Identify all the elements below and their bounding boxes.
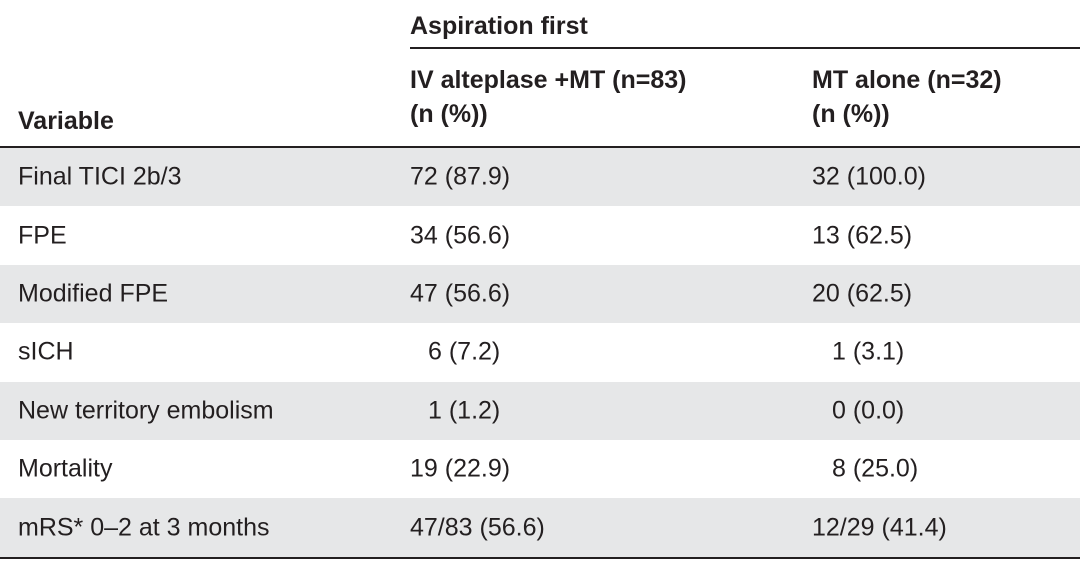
column-header-mt-line2: (n (%)) [812,100,890,128]
group-header-aspiration-first: Aspiration first [410,12,588,40]
column-header-iv-line1: IV alteplase +MT (n=83) [410,66,687,94]
column-header-iv-line2: (n (%)) [410,100,488,128]
column-header-variable-label: Variable [18,107,114,135]
bottom-rule [0,557,1080,559]
cell-iv-alteplase-mt: 47 (56.6) [410,279,511,308]
cell-mt-alone: 32 (100.0) [812,162,926,191]
cell-iv-alteplase-mt: 34 (56.6) [410,221,511,250]
cell-variable: FPE [18,221,67,250]
cell-mt-alone: 0 (0.0) [832,396,905,425]
table-row: Mortality 19 (22.9) 8 (25.0) [0,440,1080,498]
table-row: mRS* 0–2 at 3 months 47/83 (56.6) 12/29 … [0,498,1080,557]
cell-mt-alone: 13 (62.5) [812,221,913,250]
cell-variable: Modified FPE [18,279,169,308]
column-header-iv-alteplase-mt: IV alteplase +MT (n=83) (n (%)) [410,63,687,131]
cell-variable: sICH [18,337,74,366]
column-header-mt-alone: MT alone (n=32) (n (%)) [812,63,1002,131]
column-header-mt-line1: MT alone (n=32) [812,66,1002,94]
column-header-variable: Variable [18,104,114,138]
table-row: Final TICI 2b/3 72 (87.9) 32 (100.0) [0,148,1080,207]
cell-mt-alone: 8 (25.0) [832,454,919,483]
table-row: Modified FPE 47 (56.6) 20 (62.5) [0,264,1080,324]
cell-variable: Mortality [18,454,113,483]
cell-iv-alteplase-mt: 1 (1.2) [428,396,501,425]
cell-iv-alteplase-mt: 47/83 (56.6) [410,513,545,542]
cell-variable: New territory embolism [18,396,274,425]
cell-iv-alteplase-mt: 19 (22.9) [410,454,511,483]
table-body: Final TICI 2b/3 72 (87.9) 32 (100.0) FPE… [0,148,1080,557]
cell-mt-alone: 20 (62.5) [812,279,913,308]
header-rule [0,146,1080,148]
cell-variable: Final TICI 2b/3 [18,162,182,191]
cell-mt-alone: 1 (3.1) [832,337,905,366]
cell-variable: mRS* 0–2 at 3 months [18,513,270,542]
cell-mt-alone: 12/29 (41.4) [812,513,947,542]
table-row: sICH 6 (7.2) 1 (3.1) [0,323,1080,381]
table-row: FPE 34 (56.6) 13 (62.5) [0,206,1080,264]
cell-iv-alteplase-mt: 6 (7.2) [428,337,501,366]
group-header-rule [410,47,1080,49]
cell-iv-alteplase-mt: 72 (87.9) [410,162,511,191]
table-row: New territory embolism 1 (1.2) 0 (0.0) [0,381,1080,440]
